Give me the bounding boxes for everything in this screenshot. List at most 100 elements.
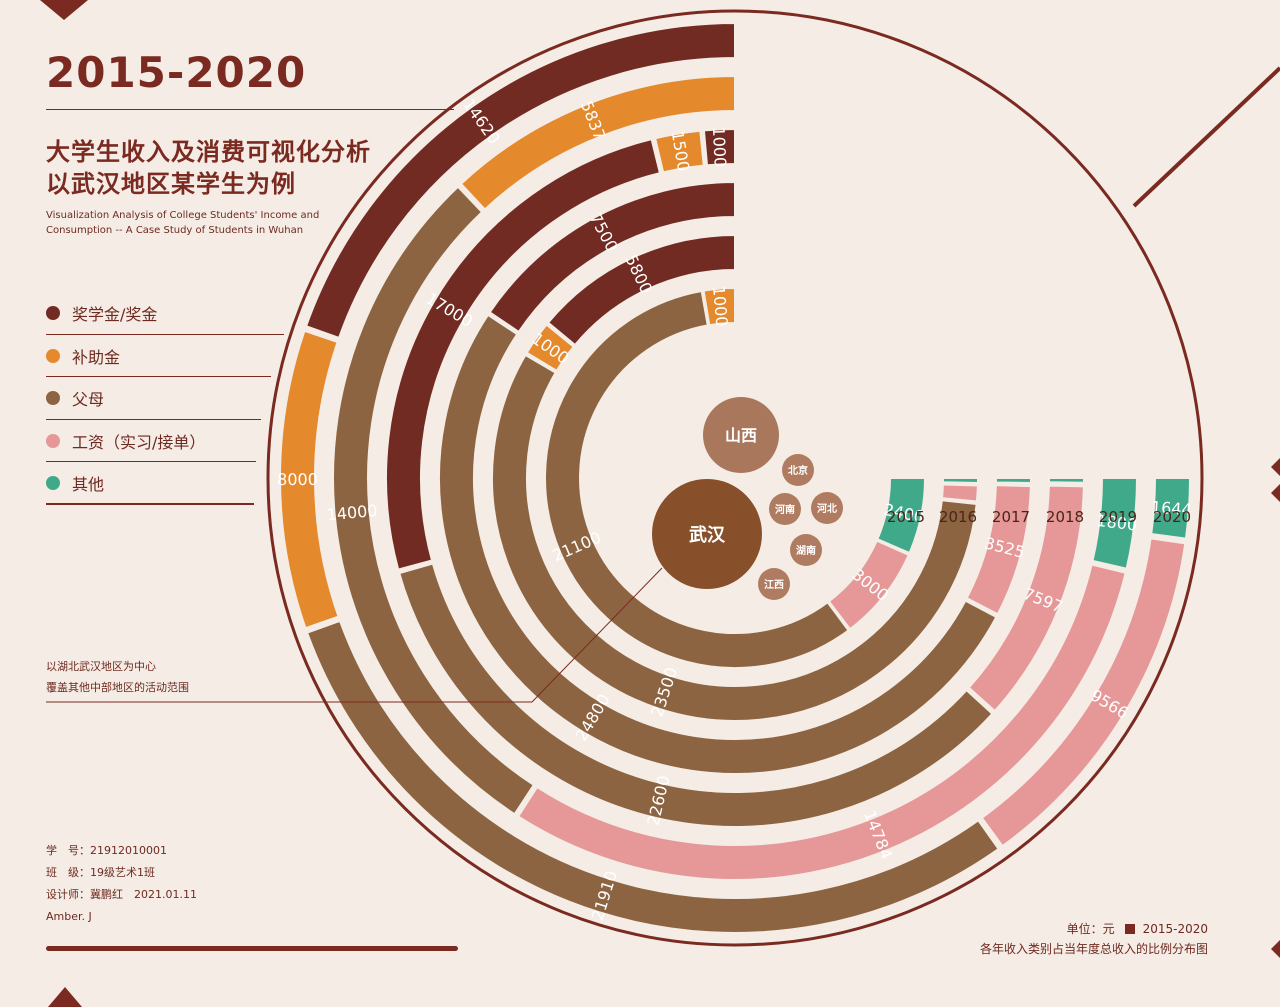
arc-2018-2 [397,562,994,828]
title-divider [46,109,454,110]
bubble-hebei-label: 河北 [817,502,837,515]
legend-label: 奖学金/奖金 [72,305,158,325]
bubble-jiangxi-label: 江西 [764,578,784,591]
arc-2016-1 [940,483,979,503]
arc-2017-1 [965,484,1032,616]
arc-2015-2 [544,289,850,669]
value-label-2020-0: 1644 [1150,497,1192,519]
arc-2017-2 [438,313,998,775]
bubble-hunan-label: 湖南 [796,544,816,557]
arc-2016-4 [546,233,736,347]
legend-item-scholarship: 奖学金/奖金 [46,292,284,335]
top-triangle-decoration [40,0,88,20]
legend-label: 父母 [72,390,105,410]
arc-2015-0 [876,477,927,555]
arc-2018-1 [967,484,1085,713]
legend-dot-icon [46,306,60,321]
year-label-2018: 2018 [1046,508,1084,526]
legend-label: 其他 [72,475,105,495]
subtitle-english: Visualization Analysis of College Studen… [46,210,320,236]
author-info: 学 号：21912010001 班 级：19级艺术1班 设计师：冀鹏红 2021… [46,840,197,928]
value-label-2019-2: 14000 [326,501,378,525]
arc-2020-1 [980,537,1187,848]
info-class: 班 级：19级艺术1班 [46,866,155,879]
note-line-2: 覆盖其他中部地区的活动范围 [46,681,189,694]
subtitle-line-2: 以武汉地区某学生为例 [46,170,296,198]
bubble-shanxi [703,397,779,473]
bubble-shanxi-label: 山西 [725,426,757,445]
bubble-beijing [782,454,814,486]
region-note: 以湖北武汉地区为中心 覆盖其他中部地区的活动范围 [46,656,189,698]
legend-divider [46,502,254,505]
value-label-2015-3: 1000 [709,285,731,327]
arc-2020-0 [1150,477,1192,540]
legend-label: 工资（实习/接单） [72,432,206,452]
info-student-id: 学 号：21912010001 [46,844,167,857]
bottom-triangle-decoration [48,987,82,1007]
arc-2018-3 [385,137,662,571]
unit-square-icon [1124,923,1135,934]
page-title: 2015-2020 [46,48,307,97]
arc-2017-3 [488,180,736,334]
legend-dot-icon [46,433,60,448]
legend-dot-icon [46,348,60,363]
arc-2020-3 [279,329,340,630]
arc-2016-2 [491,353,978,722]
bubble-wuhan [652,479,762,589]
arc-2015-1 [827,539,911,631]
info-signature: Amber. J [46,910,92,923]
legend-divider [46,333,284,335]
region-bubbles: 山西 武汉 北京 河南 河北 湖南 江西 [652,397,843,600]
arc-2016-3 [525,323,576,373]
unit-label: 单位：元 2015-2020 [1067,920,1208,937]
legend-dot-icon [46,476,60,491]
subtitle-line-1: 大学生收入及消费可视化分析 [46,138,371,166]
year-label-2017: 2017 [992,508,1030,526]
value-label-2018-5: 1000 [709,126,730,168]
legend-item-salary: 工资（实习/接单） [46,420,256,462]
bubble-beijing-label: 北京 [788,464,808,477]
year-label-2016: 2016 [939,508,977,526]
legend-item-subsidy: 补助金 [46,335,271,377]
arc-2019-1 [516,563,1127,881]
arc-2018-5 [702,127,736,167]
info-designer: 设计师：冀鹏红 2021.01.11 [46,888,197,901]
connector-line [46,567,663,703]
chart-caption: 各年收入类别占当年度总收入的比例分布图 [979,942,1208,956]
arc-2019-0 [1091,477,1139,570]
value-label-2020-3: 8000 [277,470,318,489]
right-marker-decoration-2 [1271,484,1280,502]
year-labels: 2015 2016 2017 2018 2019 2020 [887,508,1191,526]
arc-2019-3 [459,74,736,211]
arc-2016-0 [941,477,980,485]
right-marker-decoration-3 [1271,940,1280,958]
legend-divider [46,376,271,377]
bottom-bar-decoration [46,946,458,951]
note-line-1: 以湖北武汉地区为中心 [46,660,156,673]
diagonal-decoration [1132,66,1280,208]
bubble-wuhan-label: 武汉 [689,525,726,546]
arc-2017-0 [994,477,1033,485]
legend-divider [46,461,256,462]
legend: 奖学金/奖金 补助金 父母 工资（实习/接单） 其他 [46,292,284,505]
arc-2015-3 [702,286,736,327]
arc-2018-4 [653,129,705,174]
arc-2018-0 [1047,477,1086,484]
year-label-2020: 2020 [1153,508,1191,526]
legend-item-parents: 父母 [46,377,261,420]
bubble-jiangxi [758,568,790,600]
value-label-2019-0: 1800 [1096,511,1139,535]
outer-ring [266,9,1204,947]
year-label-2019: 2019 [1099,508,1137,526]
legend-label: 补助金 [72,347,121,367]
legend-item-other: 其他 [46,462,254,505]
year-label-2015: 2015 [887,508,925,526]
arc-2020-2 [305,619,1000,934]
radial-bars [279,21,1192,934]
unit-range: 2015-2020 [1142,921,1208,936]
right-marker-decoration [1271,458,1280,476]
legend-divider [46,418,261,420]
bubble-henan-label: 河南 [775,503,795,516]
bubble-henan [769,493,801,525]
